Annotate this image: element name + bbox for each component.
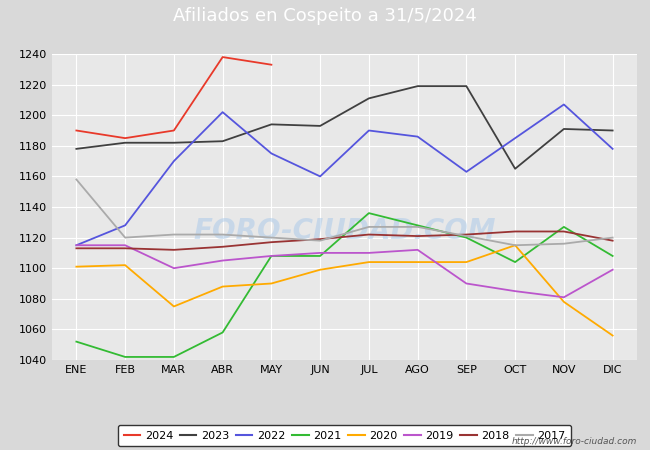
Text: Afiliados en Cospeito a 31/5/2024: Afiliados en Cospeito a 31/5/2024 [173,7,477,25]
Text: http://www.foro-ciudad.com: http://www.foro-ciudad.com [512,436,637,446]
Legend: 2024, 2023, 2022, 2021, 2020, 2019, 2018, 2017: 2024, 2023, 2022, 2021, 2020, 2019, 2018… [118,425,571,446]
Text: FORO-CIUDAD.COM: FORO-CIUDAD.COM [193,217,496,246]
